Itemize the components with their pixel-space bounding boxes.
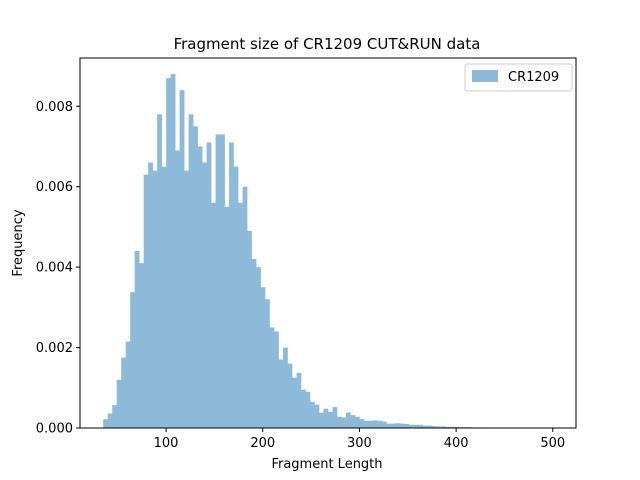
histogram-bar [107,413,113,428]
x-tick-label: 500 [540,436,565,451]
histogram-bar [381,421,387,428]
histogram-bar [278,359,284,428]
histogram-bar [103,419,108,428]
histogram-bar [220,134,225,428]
histogram-bar [157,114,162,429]
chart-title: Fragment size of CR1209 CUT&RUN data [174,35,481,53]
histogram-bar [134,251,140,428]
histogram-bar [377,420,383,428]
histogram-bar [350,415,356,428]
histogram-bar [435,426,441,428]
histogram-bar [368,420,374,428]
bars-group [103,74,554,429]
histogram-bar [197,146,203,429]
histogram-bar [256,267,261,428]
histogram-bar [238,202,243,428]
histogram-bar [359,419,365,428]
histogram-bar [319,412,324,428]
y-tick-label: 0.006 [36,180,73,195]
plot-frame [79,57,577,429]
histogram-bar [206,142,212,428]
x-tick-label: 300 [347,436,372,451]
histogram-bar [296,372,302,428]
histogram-bar [404,423,410,428]
histogram-bar [332,407,338,428]
y-tick-label: 0.008 [36,100,73,115]
histogram-bar [283,347,288,428]
histogram-bar [417,424,423,428]
histogram-bar [440,426,446,428]
histogram-bar [251,259,257,428]
histogram-bar [215,134,221,428]
histogram-bar [341,417,347,428]
histogram-bar [372,420,378,428]
histogram-bar [274,331,279,428]
histogram-bar [363,420,369,428]
histogram-bar [305,391,311,428]
histogram-bar [399,423,405,428]
histogram-bar [323,408,329,428]
histogram-bar [152,170,158,429]
histogram-bar [328,411,333,428]
histogram-bar [121,357,126,428]
histogram-bar [314,404,320,428]
histogram-bar [143,174,149,428]
y-tick-label: 0.004 [36,261,73,276]
histogram-bar [310,401,315,428]
x-axis-label: Fragment Length [271,457,382,472]
histogram-bar [426,425,432,428]
histogram-bar [170,74,176,428]
histogram-bar [292,377,297,428]
y-tick-label: 0.002 [36,341,73,356]
histogram-bar [269,327,275,428]
histogram-bar [422,425,428,428]
histogram-bar [161,166,167,428]
histogram-bar [408,424,414,428]
histogram-bar [139,263,144,428]
histogram-bar [242,186,248,428]
legend-swatch [472,70,498,82]
histogram-bar [112,405,117,428]
histogram-bar [229,142,234,428]
histogram-bar [148,162,153,428]
histogram-bar [116,379,122,428]
histogram-bar [449,426,455,428]
y-tick-label: 0.000 [36,422,73,437]
histogram-bar [247,230,252,428]
axes-group: 100 200 300 400 500 0.000 0.002 0.004 0.006 0.008 [36,57,577,451]
histogram-bar [444,426,450,428]
histogram-bar [413,424,419,428]
histogram-bar [211,202,216,428]
histogram-bar [386,423,392,428]
histogram-bar [233,166,239,428]
histogram-bar [175,150,180,428]
histogram-bar [431,425,437,428]
histogram-bar [287,363,293,428]
legend-label: CR1209 [508,70,559,85]
histogram-bar [336,416,342,428]
histogram-bar [179,90,185,429]
histogram-bar [354,416,360,428]
histogram-bar [193,126,198,429]
histogram-bar [130,292,135,428]
x-tick-label: 400 [444,436,469,451]
histogram-bar [125,341,131,428]
histogram-bar [166,78,171,429]
histogram-bar [345,412,351,428]
x-tick-label: 100 [154,436,179,451]
histogram-bar [188,114,194,429]
histogram-bar [453,426,459,428]
histogram-bar [224,206,230,428]
histogram-bar [260,287,266,428]
histogram-bar [395,423,401,428]
legend: CR1209 [464,63,573,92]
histogram-bar [265,299,270,428]
y-axis-label: Frequency [11,209,26,276]
histogram-bar [390,423,396,428]
histogram-bar [301,389,306,428]
histogram-bar [184,170,189,429]
x-tick-label: 200 [250,436,275,451]
histogram-bar [202,162,207,428]
